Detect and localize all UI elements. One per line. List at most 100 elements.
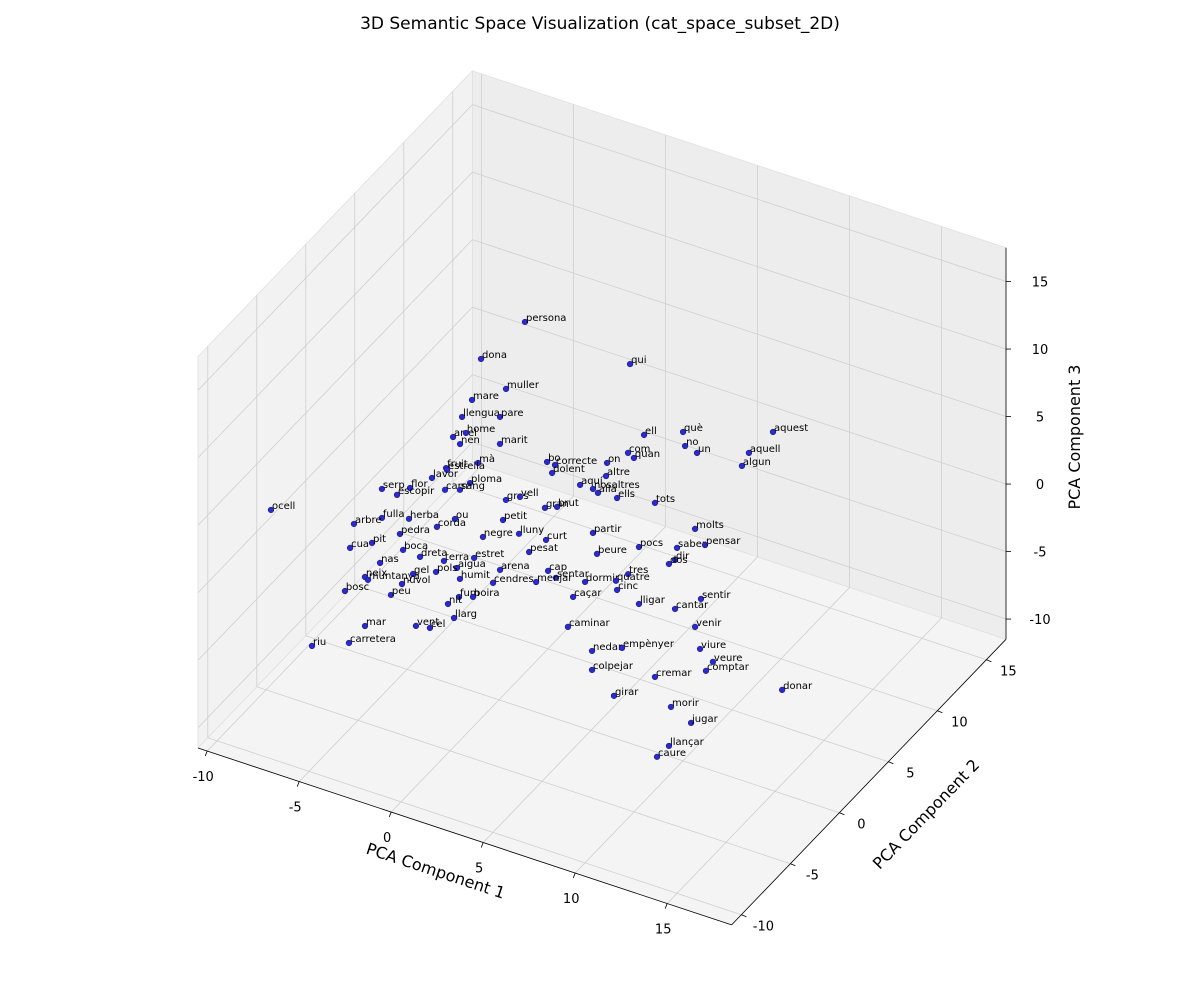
point (521, 318, 529, 326)
point (653, 753, 661, 760)
point (350, 520, 358, 528)
point-label: dir (676, 551, 690, 562)
grid-line (666, 617, 942, 904)
point (635, 543, 643, 551)
point-label: menjar (537, 573, 573, 584)
point-label: cantar (676, 600, 709, 611)
point (444, 600, 452, 608)
point (368, 539, 376, 546)
z-tick-label: 10 (1032, 343, 1049, 358)
point (588, 647, 596, 655)
point-label: pare (501, 408, 524, 419)
point (406, 484, 414, 492)
x-tick (572, 872, 576, 879)
point-label: dreta (421, 548, 447, 559)
point (396, 530, 404, 538)
point (526, 548, 533, 556)
point-label: nas (381, 554, 399, 565)
point (466, 479, 474, 487)
grid-line (482, 556, 758, 843)
point-label: cremar (656, 668, 692, 679)
y-tick (790, 863, 796, 867)
point (468, 396, 476, 404)
point (687, 719, 695, 726)
point (701, 541, 709, 549)
point (450, 614, 458, 622)
y-tick-label: 0 (857, 818, 865, 833)
point-label: cap (549, 562, 567, 573)
point-label: donar (783, 681, 813, 692)
point (679, 428, 687, 436)
point-label: caminar (569, 618, 611, 629)
x-tick-label: -10 (193, 770, 214, 785)
x-tick (296, 781, 300, 787)
grid (197, 73, 1007, 916)
grid-line (197, 239, 473, 526)
point-label: saber (678, 539, 707, 550)
point-label: fulla (383, 509, 405, 520)
point (738, 462, 746, 470)
point (458, 413, 466, 421)
point-label: boira (474, 588, 499, 599)
point-label: brut (558, 498, 579, 509)
y-tick (839, 812, 845, 816)
point (625, 571, 632, 578)
point (496, 413, 504, 421)
point (549, 469, 556, 477)
point-label: empènyer (623, 638, 675, 650)
point-label: vent (417, 617, 439, 628)
y-tick (937, 710, 943, 714)
point (346, 544, 354, 551)
point (416, 553, 424, 561)
point-label: riu (313, 637, 326, 648)
point (651, 499, 659, 507)
point (576, 481, 584, 489)
point (341, 587, 349, 595)
point-label: pocs (640, 538, 663, 549)
point (745, 449, 753, 456)
point-label: muller (507, 380, 540, 391)
z-axis-label: PCA Component 3 (1065, 364, 1084, 509)
point (516, 493, 524, 500)
point (665, 742, 673, 750)
grid-line (403, 533, 938, 712)
point-label: nen (461, 435, 480, 446)
y-tick (888, 761, 894, 765)
point-label: quatre (617, 572, 650, 583)
y-tick-label: -5 (806, 869, 819, 884)
point-label: dona (482, 350, 507, 361)
point-label: jugar (691, 714, 719, 725)
point (589, 529, 597, 537)
point (651, 673, 659, 681)
y-axis-label: PCA Component 2 (869, 755, 983, 873)
point (378, 514, 386, 522)
point-label: serp (383, 480, 405, 491)
point-label: nedar (593, 642, 623, 653)
point-label: colpejar (593, 661, 634, 672)
grid-line (354, 584, 889, 763)
point-label: terra (445, 552, 469, 563)
grid-line (298, 495, 574, 782)
point (456, 440, 464, 448)
point-label: ou (456, 510, 468, 521)
point-label: escopir (398, 486, 435, 497)
grid-line (197, 441, 473, 729)
x-tick (388, 811, 392, 818)
point (308, 642, 316, 650)
point-label: ells (618, 489, 635, 500)
z-tick-label: 0 (1036, 478, 1044, 493)
point (479, 533, 487, 541)
y-axis-line (731, 639, 1007, 926)
grid-line (207, 737, 742, 916)
point-label: sang (461, 481, 485, 492)
point-label: cua (351, 539, 369, 550)
point-label: mar (366, 617, 387, 628)
point-label: ploma (471, 474, 502, 485)
point-label: cendres (494, 574, 534, 585)
point (345, 639, 353, 647)
grid-line (197, 171, 473, 459)
panes (197, 69, 1007, 926)
point (697, 595, 705, 602)
grid-line (206, 465, 482, 752)
